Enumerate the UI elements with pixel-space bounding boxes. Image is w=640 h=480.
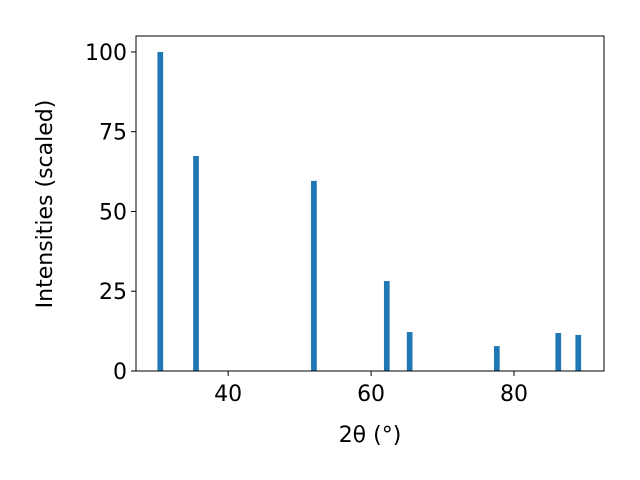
y-tick-label: 25 xyxy=(99,280,127,305)
x-axis-label: 2θ (°) xyxy=(339,423,402,448)
x-tick-label: 40 xyxy=(214,382,242,407)
y-tick-label: 50 xyxy=(99,200,127,225)
bar xyxy=(157,51,164,371)
bar xyxy=(406,332,413,371)
bar xyxy=(575,334,582,371)
y-tick-label: 0 xyxy=(113,360,127,385)
bar xyxy=(493,346,500,371)
bar xyxy=(311,180,317,371)
x-tick-label: 80 xyxy=(500,382,528,407)
bar xyxy=(193,155,199,371)
y-tick-label: 100 xyxy=(85,41,127,66)
y-tick-label: 75 xyxy=(99,121,127,146)
bar xyxy=(555,333,562,371)
bar xyxy=(383,281,390,371)
plot-frame xyxy=(135,35,605,372)
x-tick-label: 60 xyxy=(357,382,385,407)
y-axis-label: Intensities (scaled) xyxy=(33,100,58,309)
